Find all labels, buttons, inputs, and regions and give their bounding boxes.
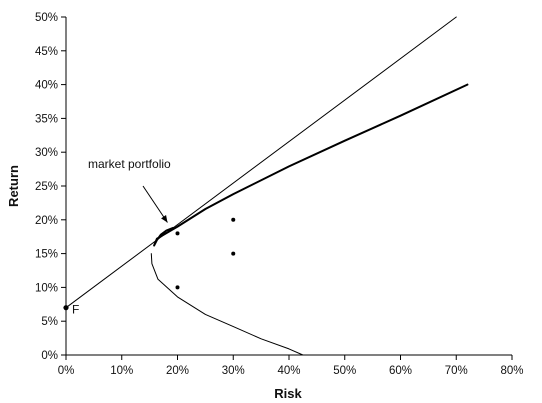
x-tick-label: 60% (389, 365, 412, 377)
y-tick-label: 45% (35, 46, 58, 58)
x-axis-title: Risk (274, 386, 302, 401)
x-tick-label: 50% (333, 365, 356, 377)
y-tick-label: 5% (41, 316, 58, 328)
asset-point (231, 217, 236, 222)
x-tick-label: 70% (445, 365, 468, 377)
capital-market-line (65, 16, 457, 309)
annotation-arrow-line (142, 185, 168, 223)
y-tick-label: 40% (35, 80, 58, 92)
asset-point (231, 251, 236, 256)
asset-point (175, 285, 180, 290)
x-tick-label: 30% (222, 365, 245, 377)
point-f-label: F (72, 303, 79, 317)
y-tick-label: 25% (35, 181, 58, 193)
point-f (63, 305, 69, 311)
x-tick-label: 20% (166, 365, 189, 377)
efficient-frontier (153, 83, 469, 247)
y-tick-label: 15% (35, 249, 58, 261)
y-tick-label: 50% (35, 12, 58, 24)
x-tick-label: 0% (58, 365, 75, 377)
annotation-arrowhead (161, 215, 168, 223)
y-tick-label: 10% (35, 282, 58, 294)
x-tick-label: 10% (110, 365, 133, 377)
x-tick-label: 80% (500, 365, 523, 377)
minimum-variance-frontier-lower (150, 253, 304, 356)
market-portfolio-label: market portfolio (88, 157, 171, 171)
y-axis-title: Return (6, 165, 21, 207)
x-tick-label: 40% (277, 365, 300, 377)
y-tick-label: 35% (35, 113, 58, 125)
asset-point (175, 231, 180, 236)
y-tick-label: 30% (35, 147, 58, 159)
y-tick-label: 0% (41, 350, 58, 362)
plot-area: 0% 5% 10% 15% 20% 25% 30% 35% 40% 45% 50% 0% 10% 20% 3… (35, 12, 524, 377)
y-tick-label: 20% (35, 215, 58, 227)
